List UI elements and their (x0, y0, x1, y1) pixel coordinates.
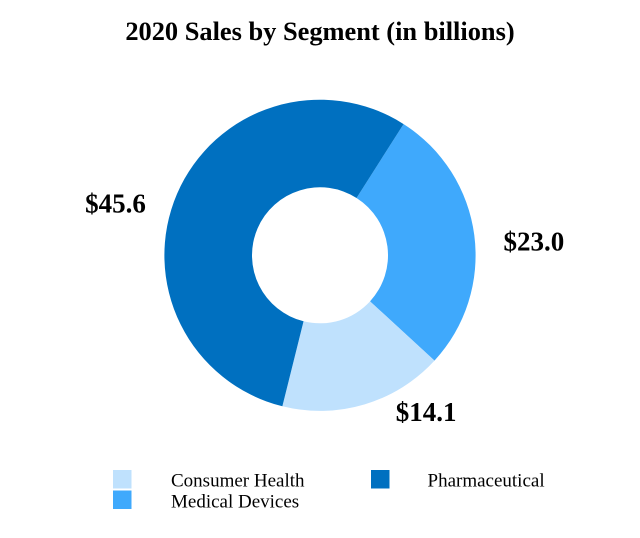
svg-text:$14.1: $14.1 (396, 397, 457, 427)
svg-text:Pharmaceutical: Pharmaceutical (428, 470, 545, 491)
svg-text:$23.0: $23.0 (504, 226, 565, 256)
svg-text:Medical Devices: Medical Devices (171, 491, 299, 512)
svg-text:2020 Sales by Segment (in bill: 2020 Sales by Segment (in billions) (125, 16, 514, 46)
svg-text:Consumer Health: Consumer Health (171, 470, 305, 491)
svg-text:$45.6: $45.6 (85, 189, 146, 219)
